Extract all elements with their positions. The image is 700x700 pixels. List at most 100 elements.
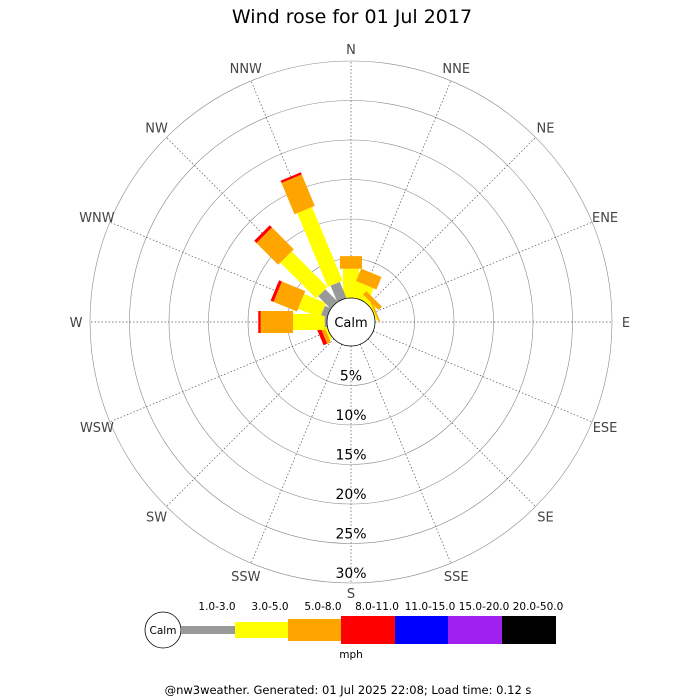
bar-rect — [258, 311, 261, 333]
grid-spoke-ese — [373, 330, 593, 423]
bar-segment-w-3 — [258, 311, 261, 333]
grid-ring — [247, 218, 455, 426]
bar-rect — [324, 317, 327, 327]
bar-segment-w-2 — [260, 311, 294, 333]
bar-rect — [297, 206, 343, 287]
bar-segment-ene-2 — [370, 301, 381, 323]
direction-label-sw: SW — [146, 510, 167, 525]
direction-label-ssw: SSW — [231, 570, 261, 585]
grid-spoke-ssw — [250, 344, 343, 564]
percent-label: 5% — [340, 369, 362, 385]
direction-label-s: S — [347, 587, 355, 602]
direction-label-ene: ENE — [592, 211, 618, 226]
bar-rect — [370, 301, 381, 323]
bar-segment-nnw-0 — [330, 281, 347, 302]
bar-segment-wnw-3 — [270, 280, 282, 302]
bar-rect — [330, 281, 347, 302]
bar-segment-ne-2 — [362, 291, 382, 311]
bar-rect — [318, 289, 338, 309]
bar-rect — [356, 268, 382, 290]
bar-rect — [273, 281, 306, 312]
bar-segment-nnw-2 — [281, 174, 315, 215]
grid-spoke-ene — [373, 221, 593, 314]
legend-swatch-6 — [502, 616, 556, 644]
legend: Calm 1.0-3.0 3.0-5.0 5.0-8.0 8.0-11.0 11.0-15… — [144, 601, 564, 661]
bar-segment-nw-2 — [256, 227, 294, 265]
legend-swatch-4 — [395, 616, 448, 644]
bar-segment-wnw-0 — [321, 305, 331, 318]
legend-label-4: 11.0-15.0 — [405, 601, 456, 613]
wind-bars — [254, 172, 382, 346]
bar-rect — [293, 314, 325, 330]
legend-swatch-1 — [235, 622, 288, 638]
legend-swatch-5 — [448, 616, 502, 644]
direction-label-ese: ESE — [593, 421, 618, 436]
legend-unit: mph — [339, 649, 363, 661]
bar-segment-nw-1 — [280, 251, 328, 299]
grid-ring — [208, 179, 494, 465]
bar-segment-n-1 — [343, 268, 359, 298]
legend-label-6: 20.0-50.0 — [513, 601, 564, 613]
bar-segment-n-2 — [340, 256, 362, 269]
bar-segment-w-0 — [324, 317, 327, 327]
calm-label: Calm — [334, 316, 367, 331]
percent-label: 25% — [335, 527, 366, 543]
bar-segment-nnw-1 — [297, 206, 343, 287]
calm-center: Calm — [326, 297, 376, 347]
direction-label-nne: NNE — [442, 62, 470, 77]
bar-rect — [254, 225, 272, 243]
grid-spoke-sw — [166, 338, 335, 507]
percent-label: 15% — [335, 448, 366, 464]
bar-segment-wsw-1 — [323, 323, 332, 340]
grid-spoke-sse — [359, 344, 452, 564]
grid-spoke-nne — [359, 80, 452, 300]
direction-label-w: W — [70, 316, 83, 331]
bar-segment-nne-2 — [356, 268, 382, 290]
bar-rect — [280, 251, 328, 299]
direction-label-wnw: WNW — [79, 211, 115, 226]
bar-segment-nw-3 — [254, 225, 272, 243]
bar-rect — [280, 172, 302, 183]
grid-ring — [89, 60, 613, 584]
bar-rect — [321, 305, 331, 318]
bar-rect — [343, 268, 359, 298]
legend-swatch-2 — [288, 619, 341, 641]
direction-label-ne: NE — [536, 122, 554, 137]
percent-label: 20% — [335, 487, 366, 503]
bar-segment-wnw-2 — [273, 281, 306, 312]
direction-label-sse: SSE — [444, 570, 469, 585]
legend-calm-label: Calm — [150, 625, 177, 637]
legend-swatch-3 — [341, 616, 395, 644]
grid-spoke-wsw — [109, 330, 329, 423]
legend-label-0: 1.0-3.0 — [198, 601, 235, 613]
direction-label-nw: NW — [145, 122, 168, 137]
direction-label-wsw: WSW — [80, 421, 114, 436]
footer-text: @nw3weather. Generated: 01 Jul 2025 22:0… — [165, 683, 532, 697]
legend-label-2: 5.0-8.0 — [304, 601, 341, 613]
bar-rect — [281, 174, 315, 215]
bar-rect — [270, 280, 282, 302]
bar-rect — [323, 323, 332, 340]
direction-label-n: N — [346, 43, 356, 58]
legend-label-3: 8.0-11.0 — [355, 601, 399, 613]
grid-spoke-se — [367, 338, 536, 507]
bar-segment-ene-1 — [370, 304, 378, 321]
percent-labels: 5% 10% 15% 20% 25% 30% — [335, 369, 366, 583]
legend-swatch-0 — [181, 626, 235, 634]
legend-label-1: 3.0-5.0 — [251, 601, 288, 613]
direction-labels: N NNE NE ENE E ESE SE SSE S SSW SW WSW W WNW NW NNW — [70, 43, 631, 602]
direction-label-nnw: NNW — [230, 62, 262, 77]
direction-label-e: E — [622, 316, 630, 331]
bar-segment-wnw-1 — [298, 293, 327, 318]
bar-rect — [256, 227, 294, 265]
bar-rect — [298, 293, 327, 318]
bar-rect — [340, 256, 362, 269]
bar-rect — [362, 291, 382, 311]
bar-rect — [370, 304, 378, 321]
grid-spoke-ne — [367, 137, 536, 306]
bar-rect — [260, 311, 294, 333]
bar-segment-w-1 — [293, 314, 325, 330]
calm-circle — [326, 297, 376, 347]
chart-title: Wind rose for 01 Jul 2017 — [232, 6, 472, 28]
